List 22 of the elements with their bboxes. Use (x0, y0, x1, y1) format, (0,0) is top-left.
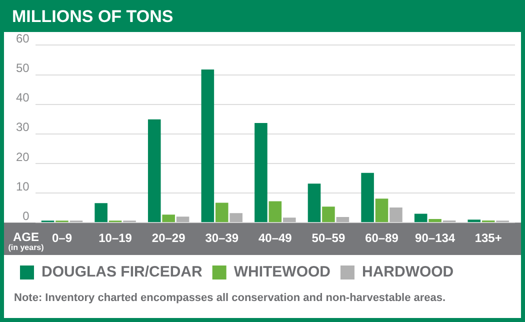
legend-label: WHITEWOOD (234, 264, 331, 281)
legend-label: HARDWOOD (362, 264, 454, 281)
x-tick-label: 40–49 (258, 231, 292, 246)
y-tick-label: 50 (16, 61, 30, 76)
x-tick-label: 50–59 (312, 231, 346, 246)
text: Note: Inventory charted encompasses all conservation and non-harvestable areas. (13, 292, 447, 304)
x-tick-label: 90–134 (415, 231, 456, 246)
y-tick-label: 30 (16, 120, 30, 134)
y-tick-label: 60 (16, 32, 30, 46)
x-tick-label: 60–89 (365, 231, 399, 246)
legend-label: DOUGLAS FIR/CEDAR (42, 264, 202, 281)
x-tick-label: 30–39 (205, 231, 239, 246)
y-tick-label: 40 (16, 90, 30, 105)
x-tick-label: 20–29 (152, 231, 186, 246)
x-axis-title: AGE (in years) (8, 230, 44, 252)
chart-title: MILLIONS OF TONS (4, 4, 521, 32)
x-tick-label: 135+ (474, 231, 502, 246)
y-tick-label: 10 (16, 179, 30, 194)
x-tick-label: 10–19 (98, 231, 132, 246)
y-tick-label: 20 (16, 150, 30, 164)
x-tick-label: 0–9 (52, 231, 72, 246)
y-tick-label: 0 (22, 208, 30, 223)
